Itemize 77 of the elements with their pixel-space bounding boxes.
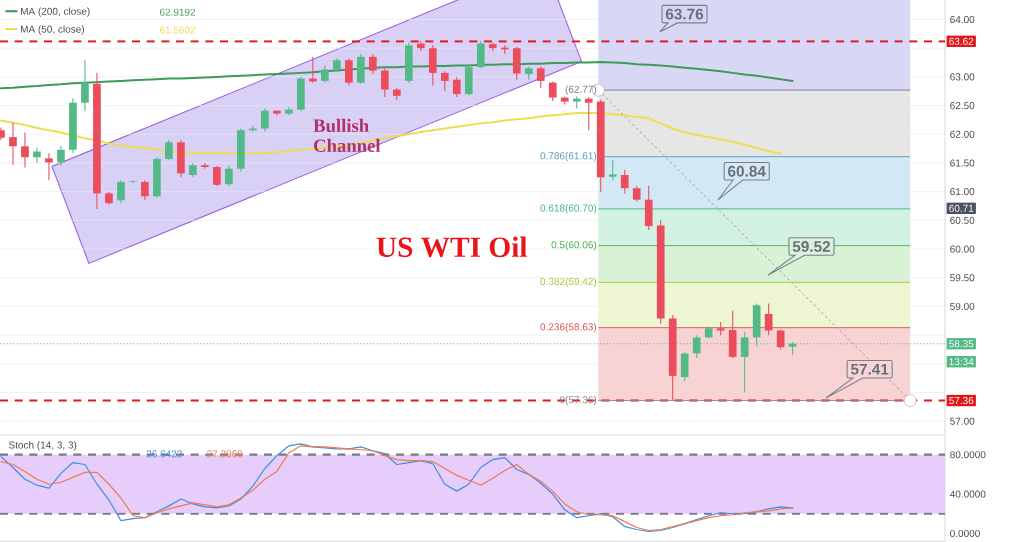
ref-line-label: 0.236(58.63): [540, 323, 597, 333]
candlestick: [620, 169, 629, 194]
y-tick-label: 0.0000: [950, 529, 980, 537]
candlestick: [237, 128, 245, 173]
candlestick: [9, 122, 17, 166]
candlestick: [261, 107, 269, 132]
y-tick-label: 59.50: [950, 274, 975, 282]
chart-title: Stoch (14, 3, 3): [8, 441, 77, 451]
y-tick-label: 40.0000: [949, 490, 986, 498]
candlestick: [404, 41, 413, 84]
y-tick-label: 61.50: [950, 159, 975, 167]
candlestick: [33, 146, 41, 164]
candlestick: [153, 156, 161, 198]
ref-line-label: 57.36: [949, 397, 974, 405]
candlestick: [93, 72, 101, 210]
candlestick: [21, 132, 29, 169]
y-tick-label: 60.50: [950, 216, 975, 224]
candlestick: [345, 57, 353, 87]
ref-line-label: 58.35: [949, 340, 974, 348]
candlestick: [165, 139, 173, 161]
candlestick: [608, 159, 617, 181]
candlestick: [201, 162, 209, 170]
candlestick: [368, 53, 377, 75]
text: 13:34: [949, 358, 974, 366]
candlestick: [129, 179, 137, 184]
ref-line-label: 0.786(61.61): [540, 152, 597, 162]
y-tick-label: 62.00: [950, 130, 975, 138]
candlestick: [380, 67, 389, 98]
candlestick: [297, 76, 305, 112]
annotation: 27.2969: [207, 450, 243, 458]
candlestick: [356, 53, 365, 85]
annotation: 60.84: [728, 165, 766, 177]
annotation: 26.6422: [146, 450, 182, 458]
candlestick: [117, 179, 125, 204]
candlestick: [428, 44, 437, 87]
text: US WTI Oil: [376, 236, 528, 258]
annotation: 63.76: [665, 8, 704, 20]
candlestick: [464, 64, 473, 96]
candlestick: [536, 66, 545, 89]
candlestick: [57, 145, 65, 167]
candlestick: [213, 165, 221, 187]
y-tick-label: 80.0000: [950, 451, 986, 459]
y-tick-label: 60.00: [950, 245, 975, 253]
y-tick-label: 59.00: [950, 302, 975, 310]
y-tick-label: 64.00: [950, 15, 975, 24]
candlestick: [512, 46, 521, 81]
y-tick-label: 62.50: [950, 102, 975, 110]
candlestick: [45, 152, 53, 181]
text: 57.41: [850, 363, 889, 375]
candlestick: [452, 76, 461, 98]
candlestick: [656, 219, 665, 325]
candlestick: [644, 185, 653, 231]
ref-line-label: (62.77): [565, 85, 597, 95]
y-tick-label: 63.00: [950, 73, 975, 81]
legend-label: MA (200, close): [20, 7, 90, 17]
candlestick: [476, 40, 485, 69]
y-tick-label: 61.00: [950, 188, 975, 196]
candlestick: [548, 80, 557, 102]
candlestick: [69, 97, 77, 154]
ref-line-label: 0.382(59.42): [540, 277, 597, 287]
y-tick-label: 57.00: [950, 417, 975, 425]
ref-line-label: 0.5(60.06): [551, 240, 597, 251]
annotation: 62.9192: [159, 8, 196, 16]
candlestick: [680, 351, 689, 382]
candlestick: [81, 59, 89, 112]
candlestick: [440, 70, 449, 92]
annotation: 61.5602: [159, 26, 196, 34]
candlestick: [225, 165, 233, 187]
candlestick: [596, 99, 605, 193]
candlestick: [584, 96, 593, 131]
ref-line-label: 63.62: [949, 37, 974, 45]
candlestick: [177, 139, 185, 178]
ref-line-label: 0.618(60.70): [540, 204, 597, 214]
candlestick: [141, 179, 149, 201]
legend-label: MA (50, close): [20, 25, 85, 35]
annotation: 59.52: [792, 241, 831, 252]
text: 60.71: [949, 204, 974, 212]
